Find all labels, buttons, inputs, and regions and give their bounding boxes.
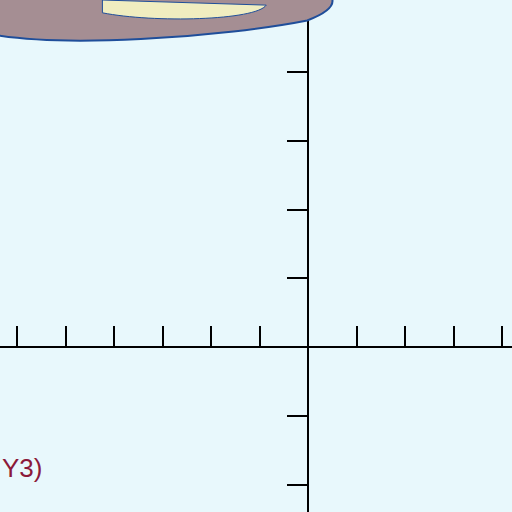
svg-text:Y3): Y3) <box>2 453 42 483</box>
